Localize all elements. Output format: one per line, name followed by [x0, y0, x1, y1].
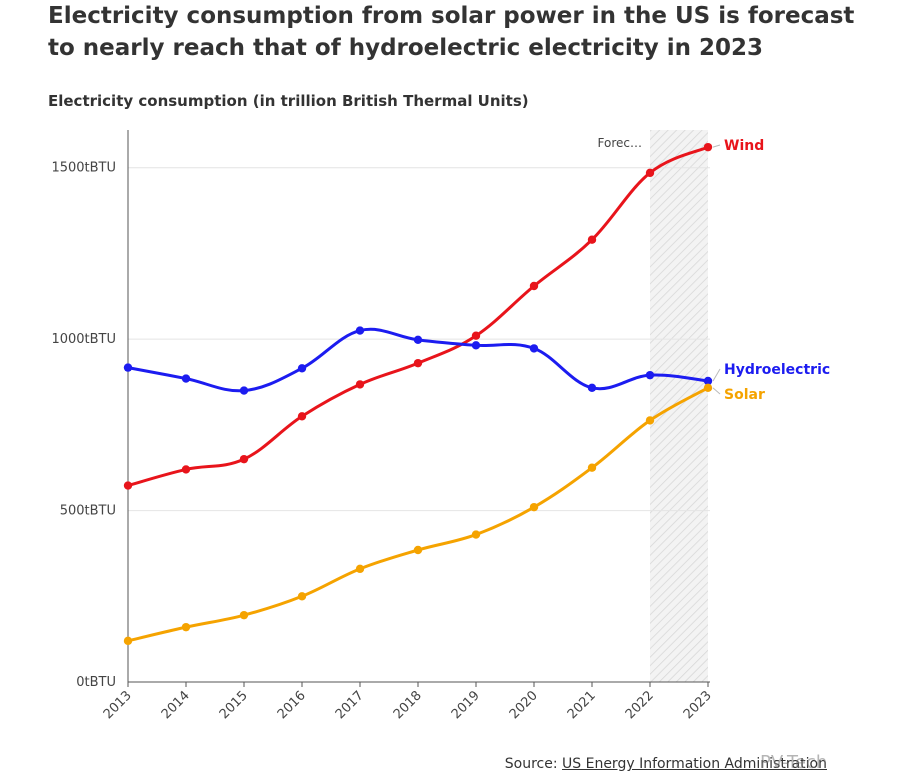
y-tick-label: 0tBTU [76, 675, 116, 690]
x-tick-label: 2018 [391, 688, 425, 722]
solar-point-2020 [529, 502, 539, 512]
x-tick-label: 2016 [275, 688, 309, 722]
hydroelectric-point-2014 [181, 374, 191, 383]
wind-point-2018 [413, 358, 423, 368]
wind-point-2020 [529, 281, 539, 291]
wind-series-label: Wind [724, 138, 764, 154]
solar-point-2022 [645, 416, 655, 425]
wind-point-2021 [587, 235, 597, 244]
y-tick-label: 1500tBTU [51, 161, 116, 176]
hydroelectric-point-2020 [529, 344, 539, 353]
wind-label-leader [712, 144, 721, 148]
hydroelectric-point-2022 [645, 370, 655, 380]
x-tick-label: 2017 [333, 688, 367, 722]
x-tick-label: 2014 [159, 688, 193, 722]
x-tick-label: 2023 [681, 688, 715, 722]
hydroelectric-point-2017 [355, 326, 365, 335]
source-prefix: Source: [504, 756, 563, 772]
hydroelectric-point-2015 [239, 386, 249, 395]
wind-point-2013 [123, 481, 133, 490]
solar-point-2015 [239, 610, 249, 620]
y-tick-label: 1000tBTU [51, 332, 116, 347]
x-tick-label: 2022 [623, 688, 657, 722]
solar-point-2023 [703, 383, 713, 393]
wind-point-2019 [471, 331, 481, 340]
x-tick-label: 2020 [507, 688, 541, 722]
solar-point-2016 [297, 592, 307, 601]
x-tick-label: 2015 [217, 688, 251, 722]
wind-series-line [127, 145, 709, 487]
solar-point-2019 [471, 530, 481, 539]
hydroelectric-point-2023 [703, 376, 713, 386]
forecast-band [650, 130, 708, 682]
source-note: Source: US Energy Information Administra… [505, 756, 827, 772]
hydroelectric-point-2018 [413, 335, 423, 345]
x-tick-label: 2021 [565, 688, 599, 722]
hydroelectric-label-leader [712, 368, 721, 382]
hydroelectric-point-2019 [471, 341, 481, 350]
solar-point-2013 [123, 636, 133, 646]
source-link[interactable]: US Energy Information Administration [562, 756, 827, 772]
chart-subtitle: Electricity consumption (in trillion Bri… [48, 92, 529, 110]
hydroelectric-point-2013 [123, 363, 133, 372]
hydroelectric-series-label: Hydroelectric [724, 362, 830, 378]
wind-point-2017 [355, 380, 365, 389]
x-tick-label: 2013 [101, 688, 135, 722]
solar-series-line [127, 386, 709, 643]
wind-point-2014 [181, 465, 191, 474]
solar-series-label: Solar [724, 387, 765, 403]
hydroelectric-point-2016 [297, 364, 307, 373]
hydroelectric-point-2021 [587, 383, 597, 393]
x-tick-label: 2019 [449, 688, 483, 722]
wind-point-2023 [703, 142, 713, 152]
solar-point-2018 [413, 545, 423, 555]
solar-point-2017 [355, 564, 365, 574]
watermark: PV-Tech [760, 752, 828, 773]
chart-title: Electricity consumption from solar power… [48, 3, 855, 61]
wind-point-2016 [297, 412, 307, 421]
solar-label-leader [712, 387, 721, 395]
solar-point-2021 [587, 463, 597, 472]
forecast-label: Forec… [598, 136, 642, 150]
wind-point-2022 [645, 168, 655, 178]
solar-point-2014 [181, 622, 191, 632]
wind-point-2015 [239, 454, 249, 464]
y-tick-label: 500tBTU [60, 504, 116, 519]
